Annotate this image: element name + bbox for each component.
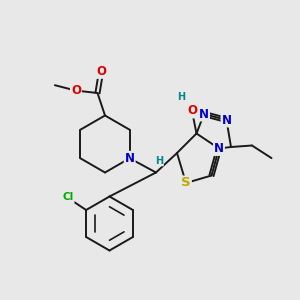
Text: O: O	[96, 65, 106, 78]
Text: S: S	[181, 176, 191, 190]
Text: O: O	[71, 84, 81, 97]
Text: N: N	[214, 142, 224, 155]
Text: H: H	[177, 92, 186, 103]
Text: N: N	[125, 152, 135, 165]
Text: N: N	[221, 113, 232, 127]
Text: Cl: Cl	[62, 192, 74, 203]
Text: H: H	[155, 155, 163, 166]
Text: N: N	[199, 107, 209, 121]
Text: O: O	[187, 104, 197, 118]
